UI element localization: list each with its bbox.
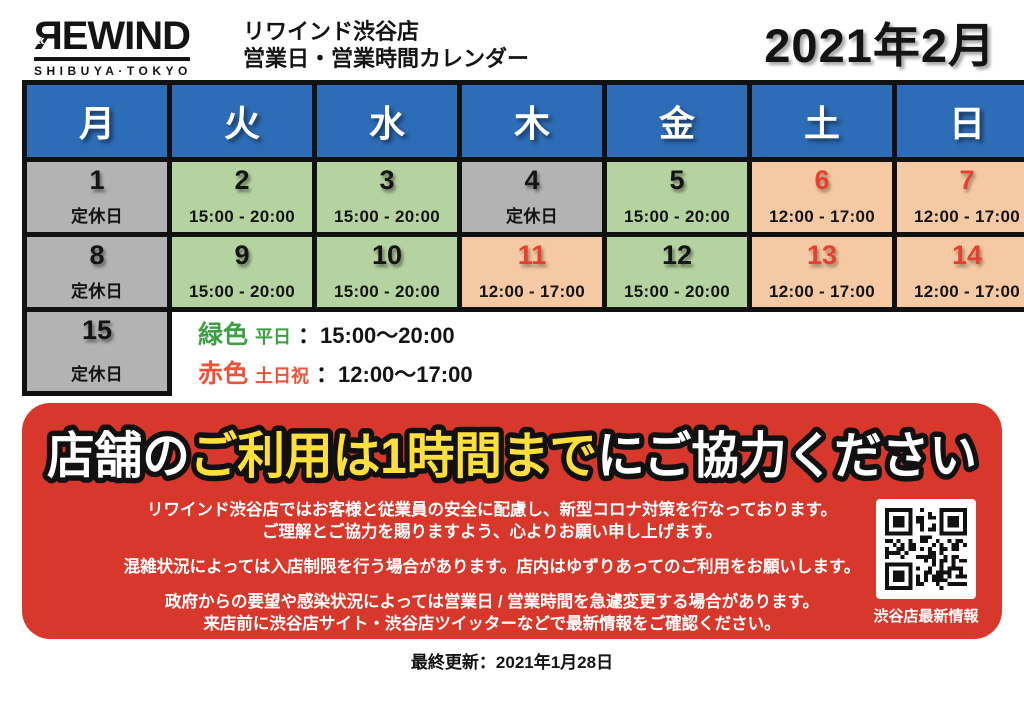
day-number: 6 [814, 165, 830, 195]
day-number: 5 [669, 165, 685, 195]
day-note: 15:00 - 20:00 [624, 207, 730, 226]
notice-line-1: リワインド渋谷店ではお客様と従業員の安全に配慮し、新型コロナ対策を行なっておりま… [146, 500, 838, 519]
day-number: 9 [234, 240, 250, 270]
day-number: 14 [951, 240, 983, 270]
month-title: 2021年2月 [764, 19, 996, 72]
calendar-cell-15: 15 定休日 [22, 307, 172, 396]
calendar-cell-11: 11 12:00 - 17:00 [457, 232, 607, 312]
weekday-header-fri: 金 [602, 80, 752, 162]
last-updated: 最終更新：2021年1月28日 [410, 652, 614, 672]
brand-text: ЯEWIND [34, 14, 191, 58]
calendar-cell-13: 13 12:00 - 17:00 [747, 232, 897, 312]
day-number: 15 [81, 315, 113, 346]
qr-code-icon [876, 498, 976, 599]
weekday-header-row: 月 火 水 木 金 土 日 [22, 80, 1024, 162]
legend-red-line: 赤色 土日祝 ：12:00〜17:00 [198, 354, 1024, 390]
day-note: 12:00 - 17:00 [914, 207, 1020, 226]
calendar-cell-7: 7 12:00 - 17:00 [892, 157, 1024, 237]
day-number: 7 [959, 165, 975, 195]
notice-banner: 店舗のご利用は1時間までにご協力ください リワインド渋谷店ではお客様と従業員の安… [22, 402, 1002, 639]
brand-wordmark: ЯEWIND « [34, 14, 191, 61]
legend-green-line: 緑色 平日 ：15:00〜20:00 [198, 315, 1024, 351]
legend-green-label: 緑色 [198, 321, 249, 349]
day-number: 13 [806, 240, 838, 270]
headline-part3: にご協力ください [597, 428, 977, 484]
calendar-cell-8: 8 定休日 [22, 232, 172, 312]
day-number: 4 [524, 165, 540, 195]
day-note: 12:00 - 17:00 [914, 282, 1020, 301]
headline-part1: 店舗の [47, 428, 190, 484]
day-number: 8 [89, 240, 105, 270]
day-note: 12:00 - 17:00 [769, 207, 875, 226]
svg-text:店舗のご利用は1時間までにご協力ください: 店舗のご利用は1時間までにご協力ください [47, 428, 977, 484]
notice-line-3: 混雑状況によっては入店制限を行う場合があります。店内はゆずりあってのご利用をお願… [123, 557, 861, 576]
notice-headline: 店舗のご利用は1時間までにご協力ください [42, 422, 983, 489]
legend-red-time: ：12:00〜17:00 [316, 362, 473, 387]
legend-red-label: 赤色 [198, 360, 249, 388]
brand-subtitle: SHIBUYA·TOKYO [34, 64, 192, 78]
weekday-header-mon: 月 [22, 80, 172, 162]
notice-line-4: 政府からの要望や感染状況によっては営業日 / 営業時間を急遽変更する場合がありま… [165, 592, 819, 611]
calendar-cell-14: 14 12:00 - 17:00 [892, 232, 1024, 312]
calendar-cell-12: 12 15:00 - 20:00 [602, 232, 752, 312]
day-number: 1 [89, 165, 105, 195]
weekday-header-tue: 火 [167, 80, 317, 162]
calendar-week-2: 8 定休日 9 15:00 - 20:00 10 15:00 - 20:00 11 12… [22, 232, 1024, 312]
calendar-cell-10: 10 15:00 - 20:00 [312, 232, 462, 312]
header: ЯEWIND « SHIBUYA·TOKYO リワインド渋谷店 営業日・営業時間… [0, 0, 1024, 80]
day-note: 定休日 [71, 207, 123, 226]
store-title-line1: リワインド渋谷店 [243, 19, 420, 44]
weekday-header-sat: 土 [747, 80, 897, 162]
day-note: 15:00 - 20:00 [189, 207, 295, 226]
day-note: 15:00 - 20:00 [624, 282, 730, 301]
weekday-header-wed: 水 [312, 80, 462, 162]
legend-red-sub: 土日祝 [255, 366, 310, 386]
notice-line-5: 来店前に渋谷店サイト・渋谷店ツイッターなどで最新情報をご確認ください。 [203, 614, 781, 633]
rewind-logo: ЯEWIND « SHIBUYA·TOKYO [34, 16, 229, 78]
qr-label: 渋谷店最新情報 [873, 607, 979, 625]
day-note: 15:00 - 20:00 [334, 282, 440, 301]
day-number: 12 [661, 240, 693, 270]
day-number: 3 [379, 165, 395, 195]
calendar-cell-3: 3 15:00 - 20:00 [312, 157, 462, 237]
day-note: 15:00 - 20:00 [334, 207, 440, 226]
legend-green-time: ：15:00〜20:00 [298, 323, 455, 348]
calendar-cell-9: 9 15:00 - 20:00 [167, 232, 317, 312]
day-number: 10 [371, 240, 403, 270]
day-note: 定休日 [71, 282, 123, 301]
day-note: 15:00 - 20:00 [189, 282, 295, 301]
day-note: 12:00 - 17:00 [479, 282, 585, 301]
store-title-line2: 営業日・営業時間カレンダー [243, 46, 530, 71]
day-number: 2 [234, 165, 250, 195]
day-note: 定休日 [506, 207, 558, 226]
notice-body: リワインド渋谷店ではお客様と従業員の安全に配慮し、新型コロナ対策を行なっておりま… [52, 499, 932, 635]
weekday-header-thu: 木 [457, 80, 607, 162]
rewind-icon: « [36, 32, 45, 49]
calendar-week-1: 1 定休日 2 15:00 - 20:00 3 15:00 - 20:00 4 定休日 … [22, 157, 1024, 237]
headline-highlight: ご利用は1時間まで [190, 428, 597, 484]
day-note: 定休日 [71, 365, 123, 385]
calendar-cell-6: 6 12:00 - 17:00 [747, 157, 897, 237]
day-number: 11 [517, 240, 547, 270]
calendar-cell-1: 1 定休日 [22, 157, 172, 237]
legend: 緑色 平日 ：15:00〜20:00 赤色 土日祝 ：12:00〜17:00 [169, 309, 1024, 393]
calendar-cell-5: 5 15:00 - 20:00 [602, 157, 752, 237]
legend-green-sub: 平日 [255, 327, 292, 347]
calendar-week-3: 15 定休日 緑色 平日 ：15:00〜20:00 赤色 土日祝 ：12:00〜1… [22, 307, 1024, 396]
calendar-cell-2: 2 15:00 - 20:00 [167, 157, 317, 237]
calendar-table: 月 火 水 木 金 土 日 1 定休日 2 15:00 - 20:00 3 15:00… [22, 80, 1024, 396]
store-title: リワインド渋谷店 営業日・営業時間カレンダー [243, 16, 529, 72]
calendar-cell-4: 4 定休日 [457, 157, 607, 237]
notice-line-2: ご理解とご協力を賜りますよう、心よりお願い申し上げます。 [261, 522, 723, 541]
weekday-header-sun: 日 [892, 80, 1024, 162]
day-note: 12:00 - 17:00 [769, 282, 875, 301]
